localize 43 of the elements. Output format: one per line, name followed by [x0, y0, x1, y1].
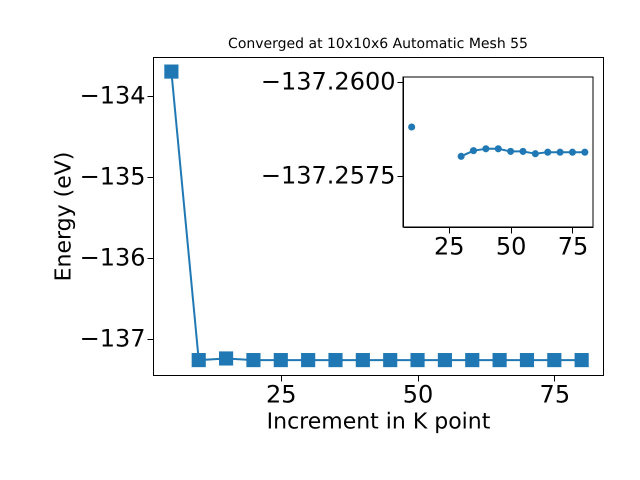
- chart-title: Converged at 10x10x6 Automatic Mesh 55: [228, 36, 528, 52]
- x-tick-label: 50: [496, 232, 526, 260]
- y-tick-label: −137: [80, 324, 146, 353]
- point: [581, 148, 588, 156]
- point: [356, 353, 370, 368]
- point: [556, 148, 564, 156]
- point: [301, 353, 316, 368]
- point: [328, 353, 343, 368]
- point: [519, 148, 527, 155]
- point: [465, 353, 480, 368]
- point: [246, 353, 261, 368]
- point: [507, 148, 514, 155]
- point: [192, 353, 206, 368]
- y-axis-title: Energy (eV): [52, 152, 77, 282]
- point: [408, 123, 416, 131]
- point: [383, 353, 398, 368]
- point: [458, 152, 465, 160]
- point: [492, 353, 507, 368]
- x-tick-label: 50: [402, 380, 434, 408]
- point: [544, 148, 552, 156]
- y-tick-label: −137.2575: [260, 161, 396, 190]
- x-tick-label: 75: [558, 232, 588, 260]
- y-tick-label: −135: [80, 162, 146, 190]
- point: [482, 145, 490, 152]
- point: [274, 353, 288, 368]
- x-tick-label: 75: [540, 380, 570, 408]
- point: [568, 148, 576, 156]
- point: [520, 353, 534, 368]
- point: [532, 150, 539, 158]
- y-tick-label: −137.2600: [260, 67, 396, 96]
- point: [470, 147, 478, 154]
- point: [219, 351, 234, 366]
- x-tick-label: 25: [266, 380, 297, 408]
- y-tick-label: −136: [80, 243, 146, 272]
- point: [410, 353, 425, 368]
- y-tick-label: −134: [80, 81, 146, 110]
- point: [438, 353, 452, 368]
- point: [547, 353, 562, 368]
- x-tick-label: 25: [434, 232, 465, 260]
- point: [494, 145, 502, 152]
- point: [574, 353, 589, 368]
- x-axis-title: Increment in K point: [266, 410, 491, 434]
- point: [164, 64, 178, 79]
